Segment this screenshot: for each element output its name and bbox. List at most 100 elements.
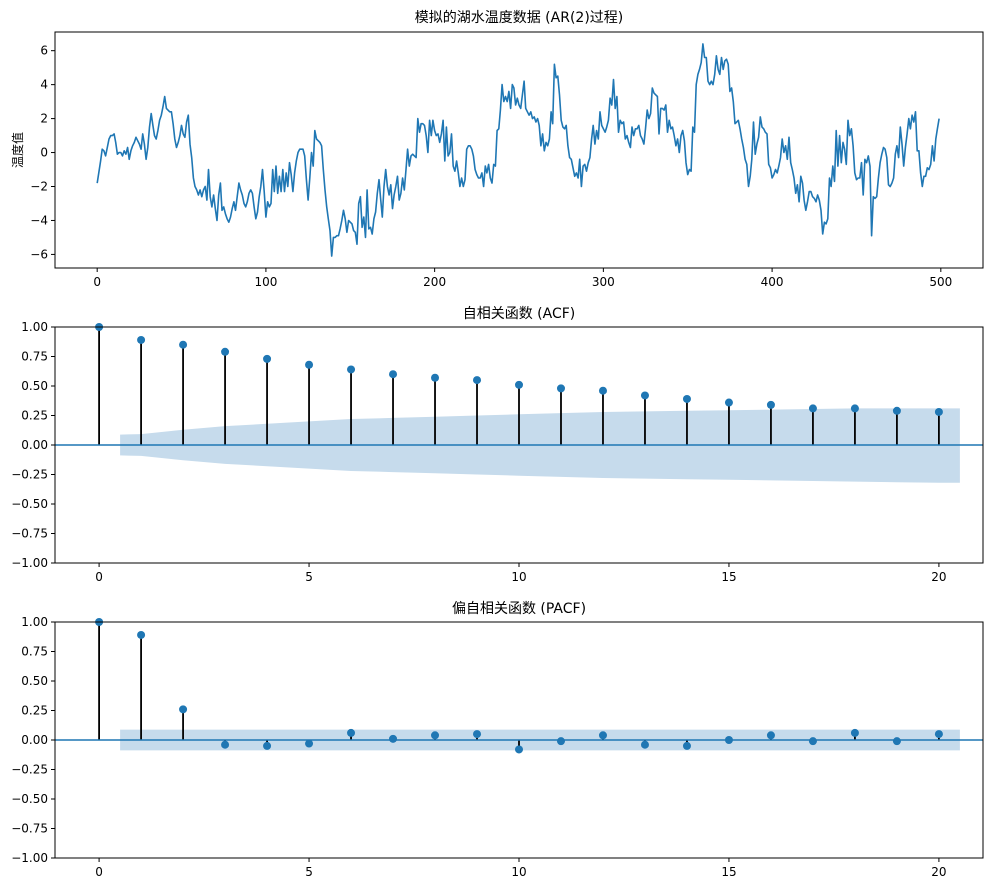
y-tick-label: 0.00: [21, 438, 48, 452]
y-tick-label: 0.25: [21, 704, 48, 718]
y-tick-label: −0.75: [11, 527, 48, 541]
y-tick-label: 0.50: [21, 674, 48, 688]
stem-marker: [389, 734, 398, 743]
acf-plot-area: [55, 323, 983, 483]
stem-marker: [934, 407, 943, 416]
temperature-series-line: [96, 43, 940, 257]
stem-marker: [263, 354, 272, 363]
stem-marker: [640, 740, 649, 749]
y-tick-label: 4: [40, 78, 48, 92]
stem-marker: [766, 400, 775, 409]
y-tick-label: −4: [30, 213, 48, 227]
x-axis-ticks: 0 100 200 300 400 500: [93, 268, 952, 289]
time-series-title: 模拟的湖水温度数据 (AR(2)过程): [415, 10, 624, 26]
stem-marker: [431, 373, 440, 382]
stem-marker: [389, 370, 398, 379]
stem-marker: [598, 386, 607, 395]
y-tick-label: 6: [40, 44, 48, 58]
y-tick-label: −2: [30, 180, 48, 194]
y-tick-label: 0.75: [21, 645, 48, 659]
stem-marker: [473, 376, 482, 385]
acf-title: 自相关函数 (ACF): [463, 306, 576, 322]
stem-marker: [263, 741, 272, 750]
stem-marker: [431, 731, 440, 740]
y-tick-label: −0.50: [11, 792, 48, 806]
y-tick-label: −1.00: [11, 556, 48, 570]
stem-marker: [724, 736, 733, 744]
stem-marker: [766, 731, 775, 740]
stem-marker: [305, 739, 314, 748]
stem-marker: [347, 728, 356, 737]
stem-marker: [179, 340, 188, 349]
stem-marker: [556, 737, 565, 746]
acf-panel: 自相关函数 (ACF) 0 5 10 15 20 −1.00 −0.75 −0.50 −0.2…: [11, 306, 984, 584]
time-series-panel: 模拟的湖水温度数据 (AR(2)过程) 温度值 0 100 200 300 400 500…: [10, 10, 984, 289]
stem-marker: [682, 394, 691, 403]
y-tick-label: 0: [40, 146, 48, 160]
y-tick-label: −0.25: [11, 763, 48, 777]
stem-marker: [808, 404, 817, 413]
stem-marker: [892, 737, 901, 746]
stem-marker: [598, 731, 607, 740]
stem-marker: [808, 737, 817, 746]
pacf-panel: 偏自相关函数 (PACF) 0 5 10 15 20 −1.00 −0.75 −0.50 −0…: [11, 601, 984, 879]
y-axis-label: 温度值: [10, 132, 25, 168]
acf-y-axis-ticks: −1.00 −0.75 −0.50 −0.25 0.00 0.25 0.50 0.75 1.00: [11, 320, 55, 570]
x-tick-label: 500: [929, 275, 952, 289]
x-tick-label: 0: [93, 275, 101, 289]
x-tick-label: 100: [254, 275, 277, 289]
y-tick-label: −0.75: [11, 822, 48, 836]
x-tick-label: 5: [305, 865, 313, 879]
x-tick-label: 10: [511, 570, 526, 584]
x-tick-label: 15: [721, 570, 736, 584]
stem-marker: [473, 730, 482, 739]
y-tick-label: 0.75: [21, 350, 48, 364]
stem-marker: [556, 384, 565, 393]
stem-marker: [850, 404, 859, 413]
x-tick-label: 400: [761, 275, 784, 289]
x-tick-label: 300: [592, 275, 615, 289]
y-tick-label: 2: [40, 112, 48, 126]
x-tick-label: 20: [931, 865, 946, 879]
pacf-x-axis-ticks: 0 5 10 15 20: [95, 858, 947, 879]
y-axis-ticks: −6 −4 −2 0 2 4 6: [30, 44, 55, 261]
x-tick-label: 0: [95, 865, 103, 879]
y-tick-label: −1.00: [11, 851, 48, 865]
x-tick-label: 15: [721, 865, 736, 879]
y-tick-label: 1.00: [21, 320, 48, 334]
y-tick-label: 0.25: [21, 409, 48, 423]
stem-marker: [137, 335, 146, 344]
stem-marker: [934, 730, 943, 739]
y-tick-label: −6: [30, 247, 48, 261]
pacf-title: 偏自相关函数 (PACF): [452, 601, 586, 617]
y-tick-label: −0.50: [11, 497, 48, 511]
x-tick-label: 0: [95, 570, 103, 584]
pacf-plot-area: [55, 618, 983, 754]
time-series-plot-area: [96, 43, 940, 257]
x-tick-label: 200: [423, 275, 446, 289]
stem-marker: [724, 398, 733, 407]
stem-marker: [640, 391, 649, 400]
stem-marker: [682, 741, 691, 750]
stem-marker: [221, 740, 230, 749]
y-tick-label: −0.25: [11, 468, 48, 482]
x-tick-label: 5: [305, 570, 313, 584]
stem-marker: [347, 365, 356, 374]
x-tick-label: 10: [511, 865, 526, 879]
stem-marker: [221, 347, 230, 356]
y-tick-label: 0.50: [21, 379, 48, 393]
x-tick-label: 20: [931, 570, 946, 584]
stem-marker: [850, 728, 859, 737]
stem-marker: [515, 745, 523, 754]
stem-marker: [892, 406, 901, 415]
pacf-y-axis-ticks: −1.00 −0.75 −0.50 −0.25 0.00 0.25 0.50 0.75 1.00: [11, 615, 55, 865]
acf-x-axis-ticks: 0 5 10 15 20: [95, 563, 947, 584]
time-series-axes-frame: [54, 31, 984, 269]
stem-marker: [137, 630, 146, 639]
stem-marker: [515, 380, 523, 389]
y-tick-label: 1.00: [21, 615, 48, 629]
stem-marker: [305, 360, 314, 369]
stem-marker: [179, 705, 188, 714]
y-tick-label: 0.00: [21, 733, 48, 747]
